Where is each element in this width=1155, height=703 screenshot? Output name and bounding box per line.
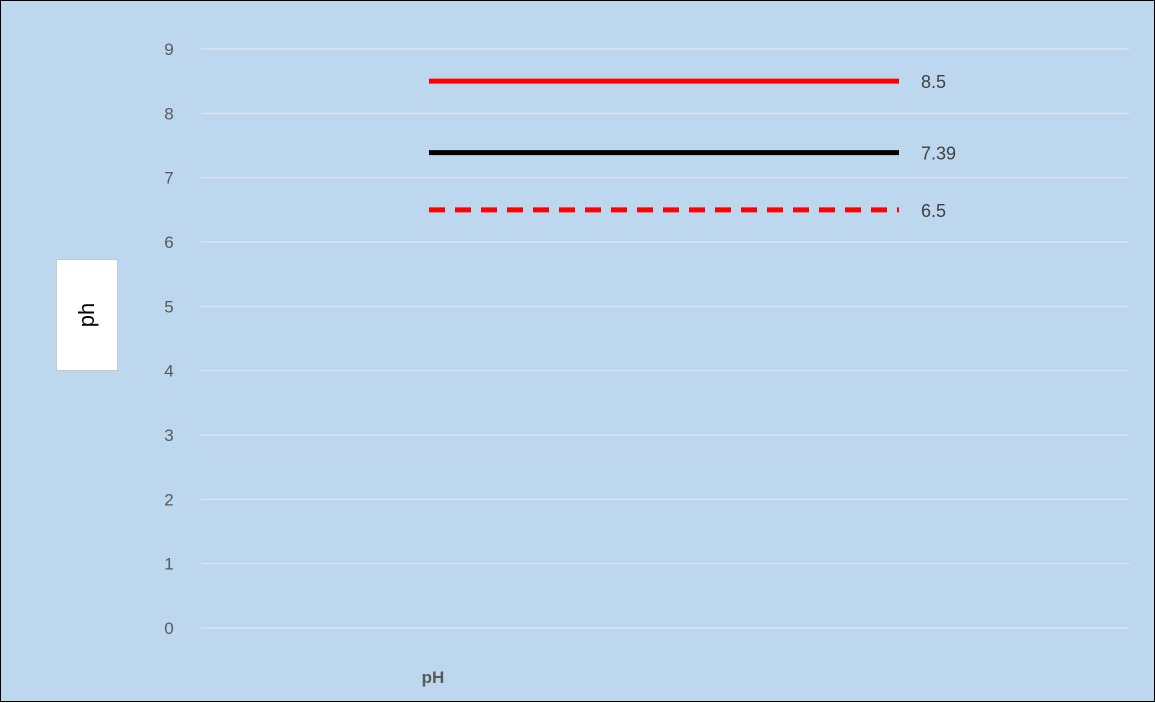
- y-axis-title-box: ph: [56, 259, 118, 371]
- y-tick-label: 1: [164, 555, 173, 574]
- y-tick-label: 9: [164, 40, 173, 59]
- y-tick-label: 2: [164, 490, 173, 509]
- y-tick-label: 7: [164, 169, 173, 188]
- y-tick-label: 4: [164, 362, 173, 381]
- y-tick-label: 6: [164, 233, 173, 252]
- y-tick-label: 0: [164, 619, 173, 638]
- y-tick-label: 8: [164, 104, 173, 123]
- data-label: 8.5: [921, 72, 946, 92]
- data-label: 6.5: [921, 201, 946, 221]
- y-tick-label: 3: [164, 426, 173, 445]
- y-tick-label: 5: [164, 297, 173, 316]
- y-axis-title: ph: [74, 302, 99, 328]
- data-label: 7.39: [921, 144, 956, 164]
- x-category-label: pH: [422, 668, 445, 687]
